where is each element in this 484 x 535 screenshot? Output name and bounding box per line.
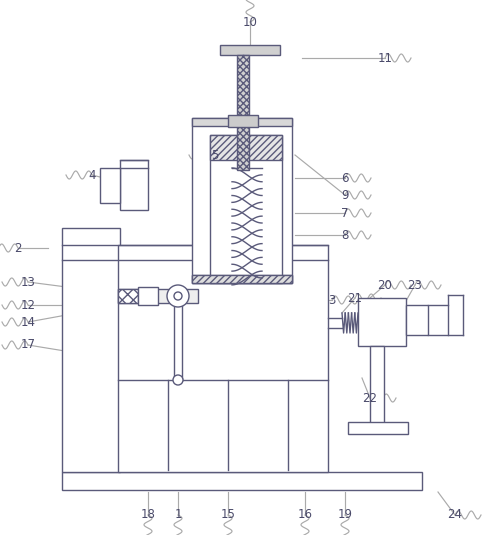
Bar bbox=[118, 245, 327, 472]
Bar bbox=[62, 472, 421, 490]
Bar bbox=[348, 422, 407, 434]
Bar bbox=[220, 45, 279, 55]
Bar bbox=[210, 135, 281, 160]
Text: 6: 6 bbox=[341, 172, 348, 185]
Bar bbox=[118, 289, 197, 303]
Bar bbox=[120, 160, 148, 210]
Bar bbox=[210, 135, 281, 283]
Text: 24: 24 bbox=[447, 508, 462, 522]
Bar bbox=[138, 287, 158, 305]
Text: 14: 14 bbox=[20, 316, 35, 328]
Text: 1: 1 bbox=[174, 508, 182, 522]
Bar bbox=[118, 289, 138, 303]
Text: 12: 12 bbox=[20, 299, 35, 311]
Bar bbox=[369, 346, 383, 424]
Text: 16: 16 bbox=[297, 508, 312, 522]
Text: 2: 2 bbox=[14, 241, 22, 255]
Bar bbox=[100, 168, 120, 203]
Bar bbox=[192, 275, 291, 283]
Text: 23: 23 bbox=[407, 279, 422, 292]
Text: 7: 7 bbox=[341, 207, 348, 219]
Text: 9: 9 bbox=[341, 188, 348, 202]
Text: 4: 4 bbox=[88, 169, 95, 181]
Bar bbox=[192, 275, 291, 283]
Text: 15: 15 bbox=[220, 508, 235, 522]
Bar bbox=[227, 115, 257, 127]
Text: 22: 22 bbox=[362, 392, 377, 404]
Bar bbox=[192, 118, 291, 126]
Text: 17: 17 bbox=[20, 339, 35, 351]
Bar bbox=[62, 228, 120, 472]
Circle shape bbox=[166, 285, 189, 307]
Text: 19: 19 bbox=[337, 508, 352, 522]
Text: 10: 10 bbox=[242, 16, 257, 28]
Bar bbox=[405, 305, 427, 335]
Circle shape bbox=[173, 375, 182, 385]
Text: 3: 3 bbox=[328, 294, 335, 307]
Circle shape bbox=[174, 292, 182, 300]
Text: 21: 21 bbox=[347, 292, 362, 304]
Bar bbox=[174, 303, 182, 381]
Text: 18: 18 bbox=[140, 508, 155, 522]
Text: 13: 13 bbox=[20, 276, 35, 288]
Text: 11: 11 bbox=[377, 51, 392, 65]
Text: 5: 5 bbox=[211, 149, 218, 162]
Text: 8: 8 bbox=[341, 228, 348, 241]
Bar bbox=[192, 118, 291, 283]
Bar bbox=[357, 298, 405, 346]
Text: 20: 20 bbox=[377, 279, 392, 292]
Bar bbox=[237, 55, 248, 170]
